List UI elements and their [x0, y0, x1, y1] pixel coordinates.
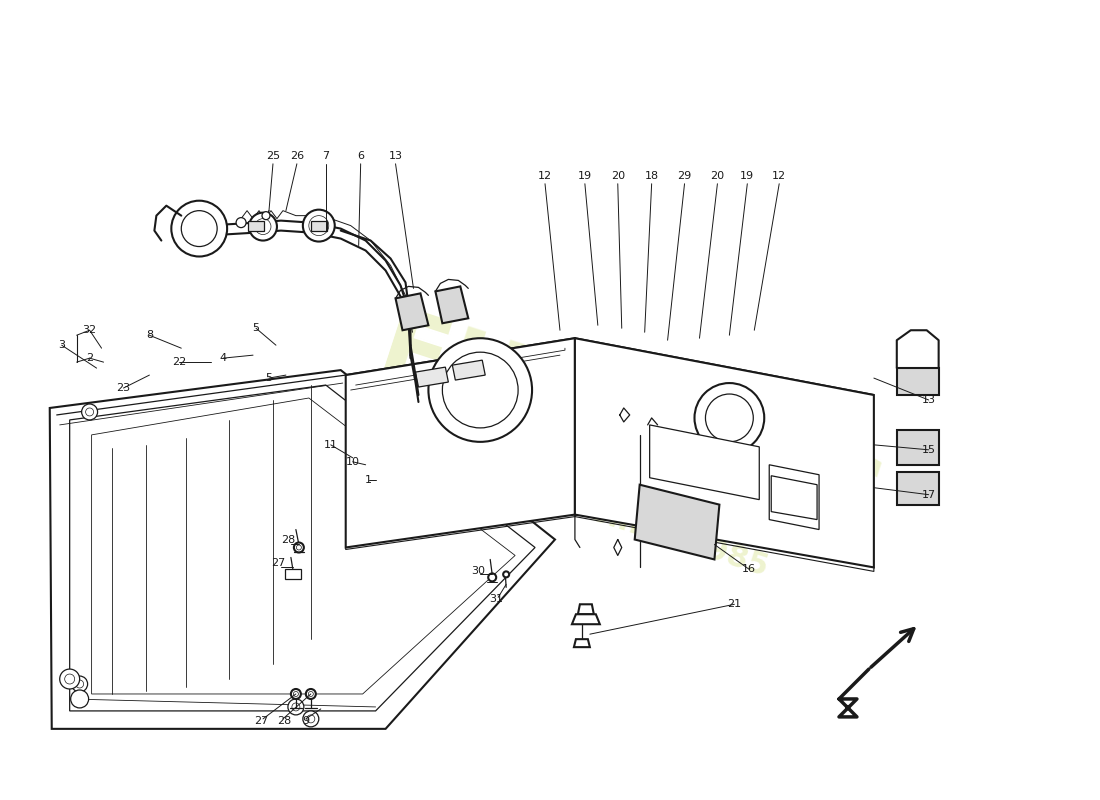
Text: 4: 4 [220, 353, 227, 363]
Circle shape [262, 212, 270, 220]
Polygon shape [896, 368, 938, 395]
Text: since 1985: since 1985 [587, 497, 772, 582]
Text: 30: 30 [471, 566, 485, 577]
Text: 13: 13 [922, 395, 936, 405]
Circle shape [302, 210, 334, 242]
Circle shape [182, 210, 217, 246]
Circle shape [294, 542, 304, 553]
Polygon shape [896, 472, 938, 505]
Text: 10: 10 [345, 457, 360, 466]
Polygon shape [345, 338, 575, 547]
Text: 20: 20 [610, 170, 625, 181]
Text: 9: 9 [302, 716, 309, 726]
Circle shape [705, 394, 754, 442]
Circle shape [65, 674, 75, 684]
Text: 18: 18 [645, 170, 659, 181]
Polygon shape [249, 221, 264, 230]
Circle shape [290, 689, 301, 699]
Text: 20: 20 [711, 170, 725, 181]
Circle shape [296, 545, 301, 550]
Text: 7: 7 [322, 151, 329, 161]
Circle shape [255, 218, 271, 234]
Text: 16: 16 [742, 565, 757, 574]
Circle shape [76, 680, 84, 688]
Text: 6: 6 [358, 151, 364, 161]
Text: 8: 8 [146, 330, 153, 340]
Text: 2: 2 [86, 353, 94, 363]
Text: 17: 17 [922, 490, 936, 500]
Text: 3: 3 [58, 340, 65, 350]
Circle shape [503, 571, 509, 578]
Circle shape [306, 689, 316, 699]
Circle shape [302, 711, 319, 727]
Text: a part of europe: a part of europe [512, 476, 668, 543]
Text: 5: 5 [253, 323, 260, 334]
Circle shape [307, 715, 315, 723]
Circle shape [488, 574, 496, 582]
Text: 15: 15 [922, 445, 936, 455]
Circle shape [249, 213, 277, 241]
Polygon shape [771, 476, 817, 519]
Text: 12: 12 [772, 170, 786, 181]
Polygon shape [311, 221, 327, 230]
Circle shape [292, 703, 300, 711]
Circle shape [81, 404, 98, 420]
Polygon shape [50, 370, 556, 729]
Circle shape [86, 408, 94, 416]
Text: 28: 28 [277, 716, 292, 726]
Polygon shape [396, 294, 428, 330]
Circle shape [694, 383, 764, 453]
Text: 1: 1 [365, 474, 372, 485]
Text: 25: 25 [266, 151, 280, 161]
Text: 26: 26 [289, 151, 304, 161]
Text: 12: 12 [538, 170, 552, 181]
Circle shape [236, 218, 246, 228]
Text: 27: 27 [271, 558, 285, 569]
Polygon shape [345, 338, 873, 435]
Polygon shape [436, 286, 469, 323]
Circle shape [294, 691, 298, 697]
Circle shape [308, 691, 314, 697]
Polygon shape [416, 367, 449, 387]
Text: 13: 13 [388, 151, 403, 161]
Text: 27: 27 [254, 716, 268, 726]
Polygon shape [635, 485, 719, 559]
Circle shape [428, 338, 532, 442]
Text: 19: 19 [740, 170, 755, 181]
Circle shape [72, 676, 88, 692]
Text: EUROPES: EUROPES [365, 302, 894, 557]
Text: 21: 21 [727, 599, 741, 610]
Circle shape [172, 201, 227, 257]
Circle shape [288, 699, 304, 715]
Polygon shape [91, 398, 515, 694]
Text: 11: 11 [323, 440, 338, 450]
Text: 28: 28 [280, 534, 295, 545]
Text: 22: 22 [173, 357, 186, 367]
Text: 31: 31 [490, 594, 503, 604]
Circle shape [442, 352, 518, 428]
Text: 5: 5 [265, 373, 273, 383]
Circle shape [70, 690, 89, 708]
Polygon shape [574, 639, 590, 647]
Text: 23: 23 [117, 383, 131, 393]
Text: 29: 29 [678, 170, 692, 181]
Circle shape [309, 216, 329, 235]
Circle shape [59, 669, 79, 689]
Polygon shape [69, 385, 535, 711]
Polygon shape [285, 570, 301, 579]
Polygon shape [650, 425, 759, 500]
Text: 32: 32 [82, 326, 97, 335]
Polygon shape [769, 465, 820, 530]
Polygon shape [452, 360, 485, 380]
Polygon shape [896, 430, 938, 465]
Polygon shape [578, 604, 594, 614]
Polygon shape [572, 614, 600, 624]
Polygon shape [575, 338, 873, 567]
Text: 19: 19 [578, 170, 592, 181]
